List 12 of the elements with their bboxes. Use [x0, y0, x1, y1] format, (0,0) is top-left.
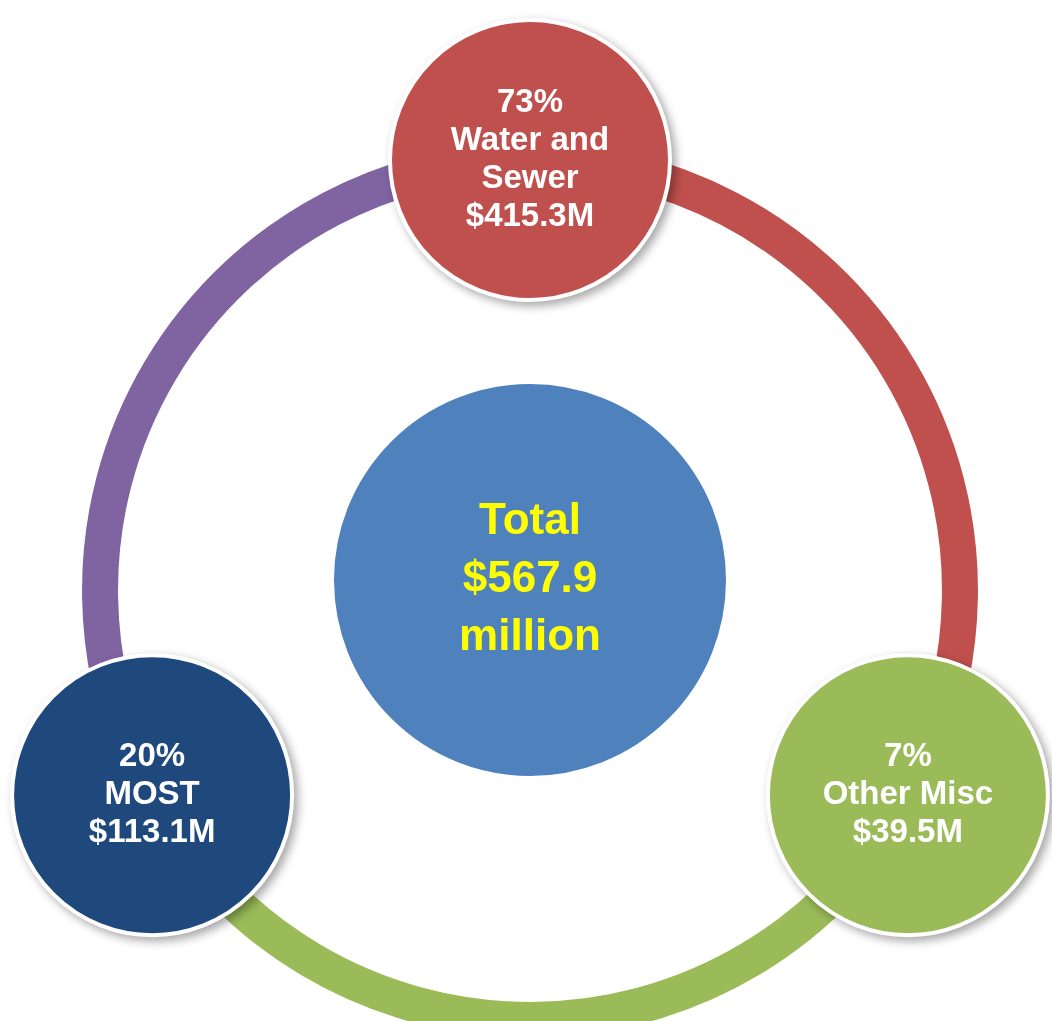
data-label: $415.3M: [465, 196, 595, 234]
data-label: 7%: [884, 736, 932, 774]
text: Total: [479, 494, 581, 544]
category-label: Other Misc: [822, 774, 994, 812]
text: million: [459, 610, 601, 660]
data-label: 20%: [119, 736, 186, 774]
data-label: $113.1M: [88, 812, 216, 850]
text: $567.9: [462, 552, 598, 602]
data-label: $39.5M: [852, 812, 963, 850]
category-label: Water and Sewer: [450, 120, 610, 196]
data-label: 73%: [496, 82, 564, 120]
category-label: MOST: [104, 774, 200, 812]
